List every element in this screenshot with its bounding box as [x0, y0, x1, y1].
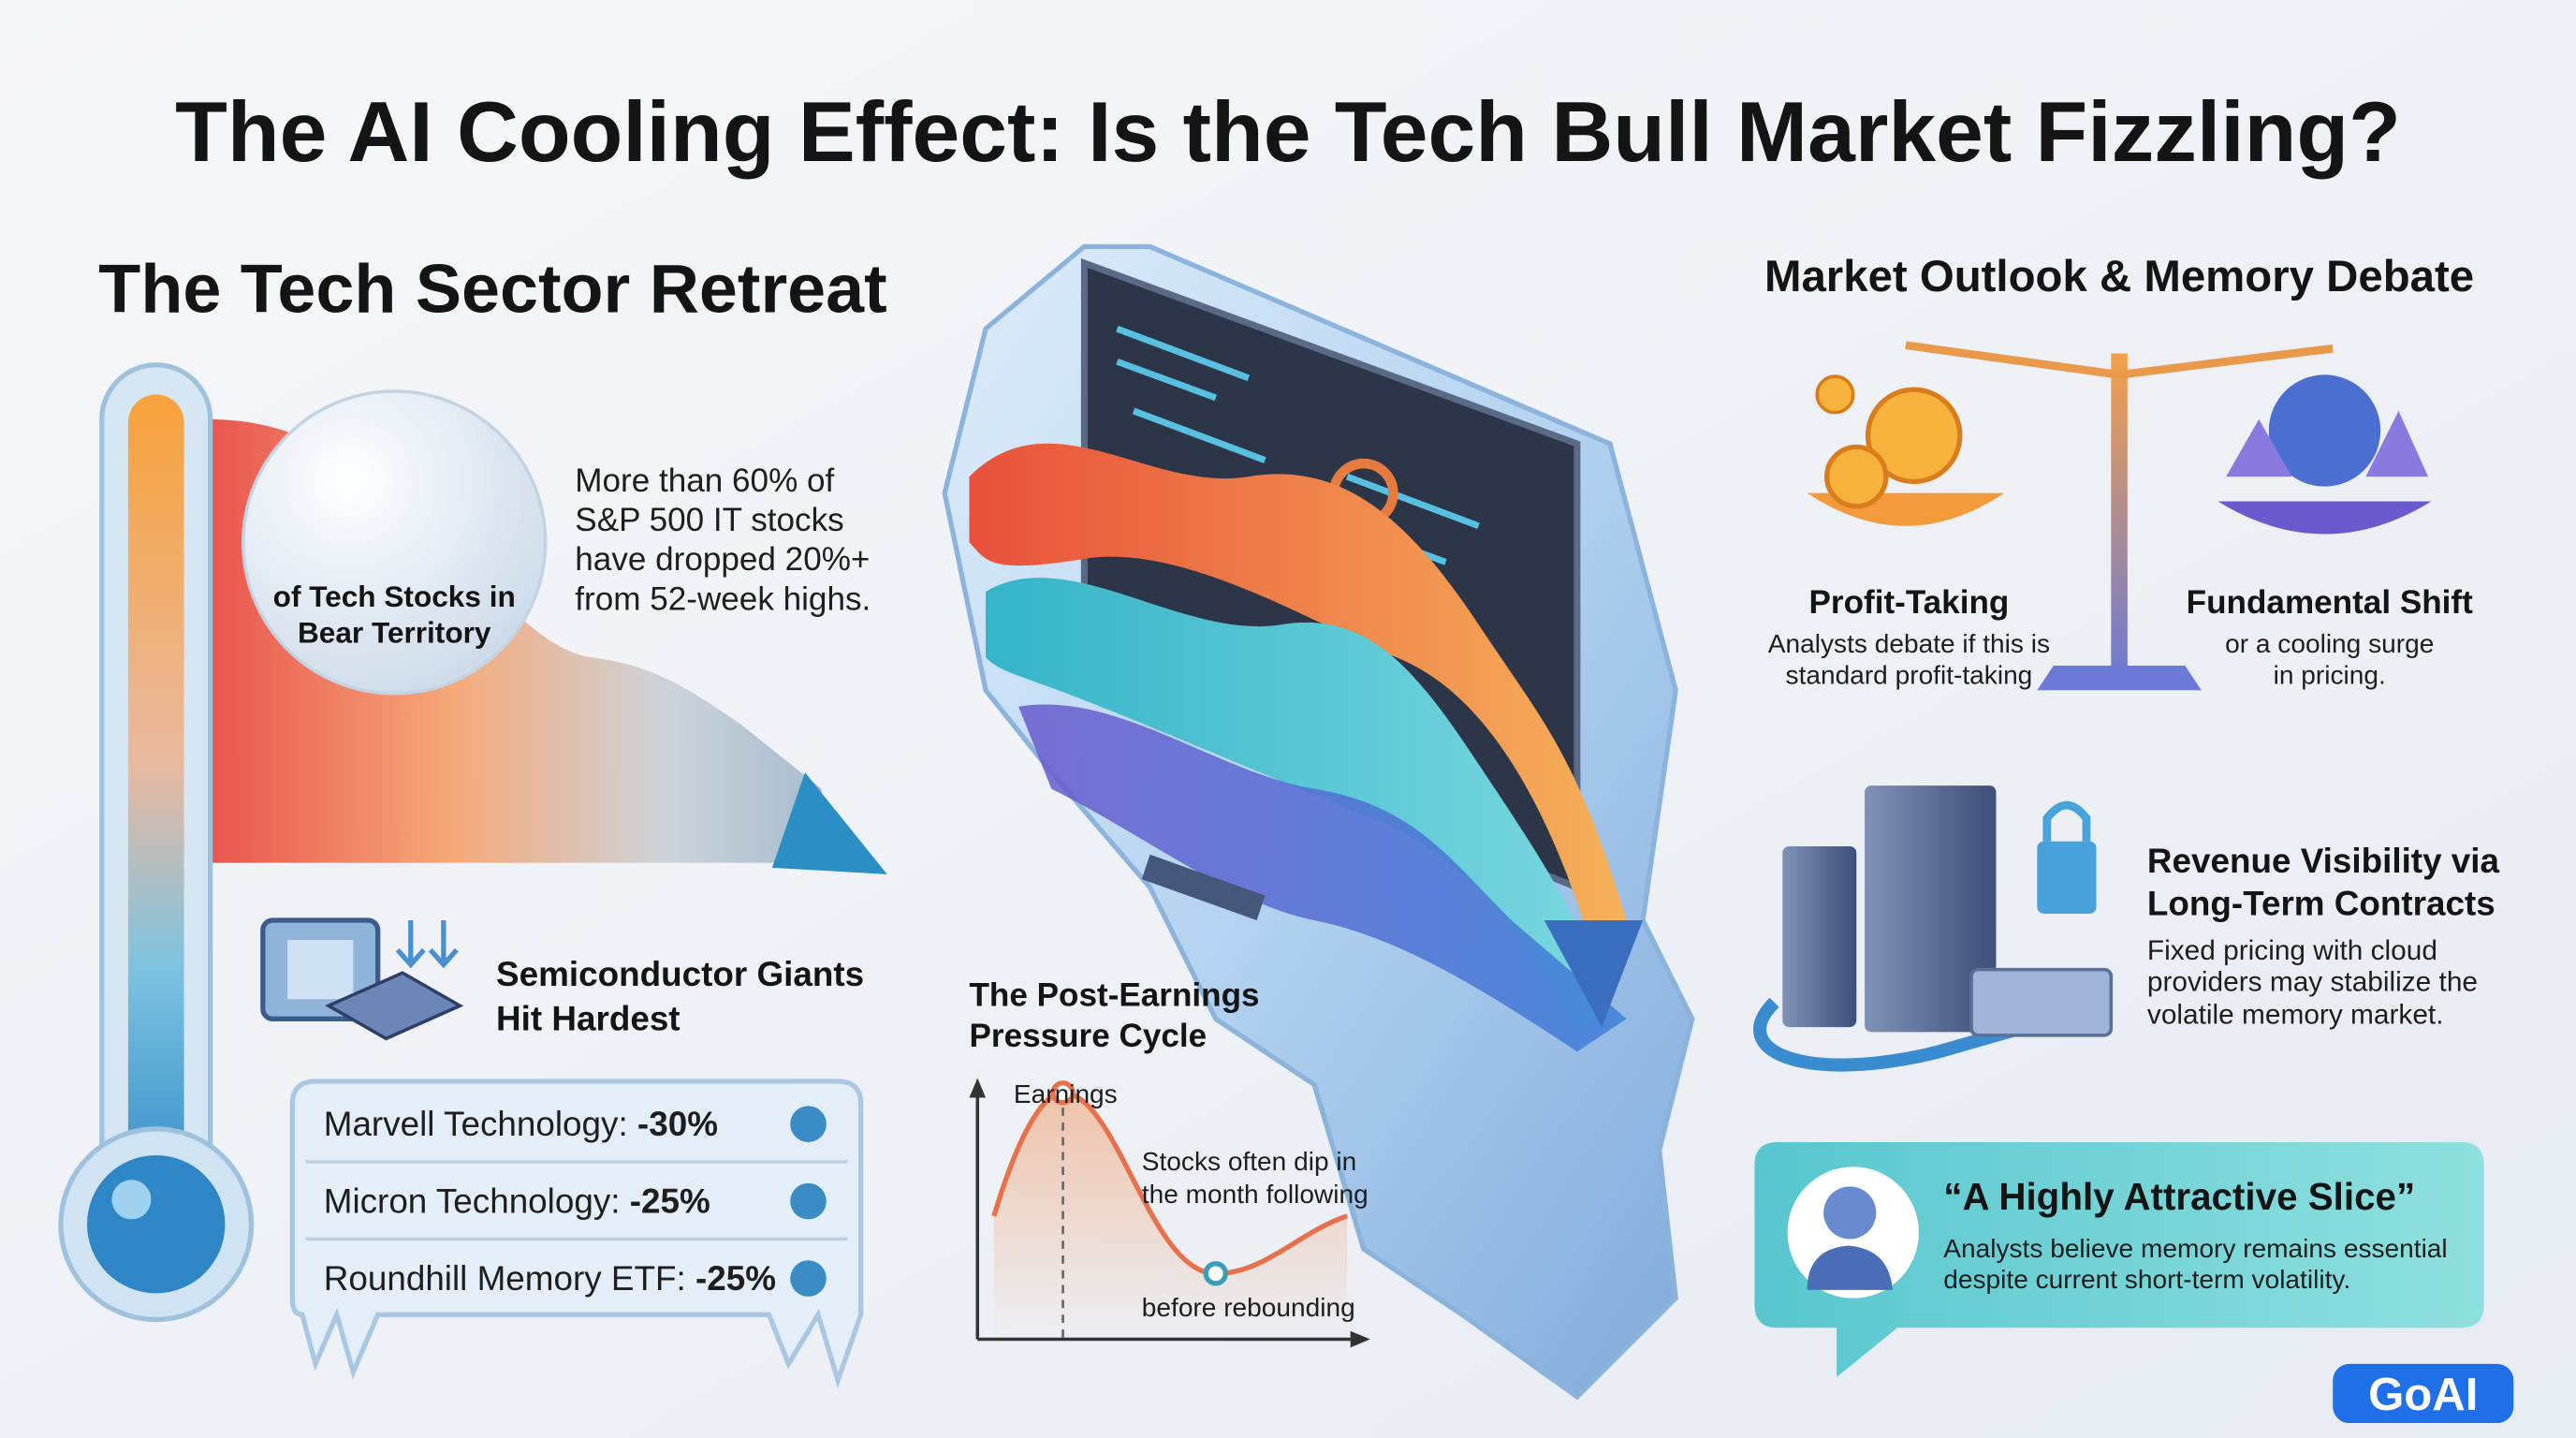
card-title: Long-Term Contracts — [2147, 885, 2496, 923]
cycle-diagram — [969, 1078, 1370, 1348]
decoration — [127, 394, 184, 1216]
diagram-label: Stocks often dip in — [1142, 1147, 1356, 1176]
decoration — [993, 1093, 1348, 1340]
decoration — [2268, 374, 2381, 487]
bubble-text: Bear Territory — [298, 615, 491, 649]
bubble-text: of Tech Stocks in — [273, 580, 516, 613]
card-title: Profit-Taking — [1809, 584, 2010, 621]
card-text: in pricing. — [2274, 660, 2386, 689]
decoration — [1815, 374, 1855, 415]
stock-name: Micron Technology: — [324, 1181, 621, 1220]
stock-change: -25% — [695, 1259, 776, 1298]
server-icon — [1753, 785, 2114, 1072]
decoration — [1807, 1245, 1893, 1290]
card-text: Fixed pricing with cloud — [2147, 935, 2437, 966]
chip-icon — [260, 917, 464, 1041]
stat-text: More than 60% of — [575, 462, 834, 499]
stock-change: -30% — [637, 1105, 718, 1143]
decoration — [111, 1180, 152, 1220]
decoration — [2037, 841, 2097, 914]
stat-text: from 52-week highs. — [575, 580, 871, 617]
decoration — [1905, 341, 2334, 379]
decoration — [1141, 854, 1266, 920]
section-heading: Market Outlook & Memory Debate — [1764, 252, 2474, 301]
stock-name: Marvell Technology: — [324, 1105, 628, 1143]
section-subheading: The Post-Earnings — [970, 976, 1260, 1013]
stat-bubble — [242, 389, 548, 696]
stat-text: have dropped 20%+ — [575, 541, 870, 578]
ice-sculpture — [942, 243, 1695, 1401]
quote-title: “A Highly Attractive Slice” — [1943, 1175, 2415, 1218]
thermometer — [58, 362, 255, 1323]
decoration — [1018, 704, 1627, 1052]
card-text: standard profit-taking — [1786, 660, 2033, 689]
decoration — [1824, 444, 1889, 509]
stock-item: Marvell Technology: -30% — [324, 1105, 718, 1143]
decoration — [2226, 410, 2429, 477]
decoration — [1753, 997, 2056, 1072]
decoration — [1782, 846, 1857, 1028]
card-text: or a cooling surge — [2225, 629, 2434, 658]
decoration — [395, 919, 459, 969]
decoration — [790, 1106, 827, 1142]
decoration — [1823, 1186, 1877, 1240]
stock-change: -25% — [630, 1181, 710, 1220]
decoration — [771, 772, 887, 874]
card-title: Fundamental Shift — [2187, 584, 2473, 621]
decoration — [2111, 353, 2128, 682]
section-subheading: Hit Hardest — [496, 1000, 681, 1038]
decoration — [1544, 920, 1644, 1028]
scale-icon — [1807, 341, 2432, 691]
logo: GoAI — [2368, 1370, 2478, 1420]
decoration — [1865, 785, 1997, 1033]
decoration — [1203, 1261, 1228, 1286]
decoration — [2042, 800, 2091, 842]
diagram-label: the month following — [1142, 1180, 1368, 1209]
title: The AI Cooling Effect: Is the Tech Bull … — [175, 84, 2401, 180]
quote-text: despite current short-term volatility. — [1943, 1265, 2350, 1294]
decoration — [87, 1154, 226, 1294]
section-subheading: Pressure Cycle — [970, 1018, 1208, 1054]
decoration — [2217, 501, 2432, 535]
decoration — [986, 578, 1610, 1035]
logo-badge — [2333, 1363, 2514, 1424]
decoration — [790, 1260, 827, 1297]
decoration — [969, 443, 1627, 954]
card-text: providers may stabilize the — [2147, 966, 2478, 997]
decoration — [991, 1090, 1349, 1276]
card-text: volatile memory market. — [2147, 1000, 2444, 1031]
decoration — [1865, 387, 1963, 485]
decoration — [325, 971, 464, 1041]
diagram-label: before rebounding — [1142, 1293, 1355, 1322]
card-text: Analysts debate if this is — [1768, 629, 2050, 658]
decoration — [1050, 1080, 1076, 1106]
stock-list — [289, 1078, 864, 1388]
diagram-label: Earnings — [1014, 1079, 1118, 1108]
decoration — [1969, 967, 2114, 1037]
quote-box — [1754, 1141, 2484, 1377]
decoration — [2037, 665, 2202, 691]
quote-text: Analysts believe memory remains essentia… — [1943, 1234, 2447, 1263]
decoration — [289, 1078, 864, 1388]
section-heading: The Tech Sector Retreat — [98, 250, 886, 328]
decoration — [287, 940, 354, 1000]
decoration — [1116, 325, 1480, 565]
stock-item: Roundhill Memory ETF: -25% — [324, 1259, 776, 1298]
stock-item: Micron Technology: -25% — [324, 1181, 710, 1220]
decoration — [790, 1182, 827, 1220]
decoration — [1754, 1141, 2484, 1377]
stat-text: S&P 500 IT stocks — [575, 502, 843, 538]
card-title: Revenue Visibility via — [2147, 842, 2500, 880]
section-subheading: Semiconductor Giants — [496, 955, 864, 993]
stock-name: Roundhill Memory ETF: — [324, 1259, 686, 1298]
